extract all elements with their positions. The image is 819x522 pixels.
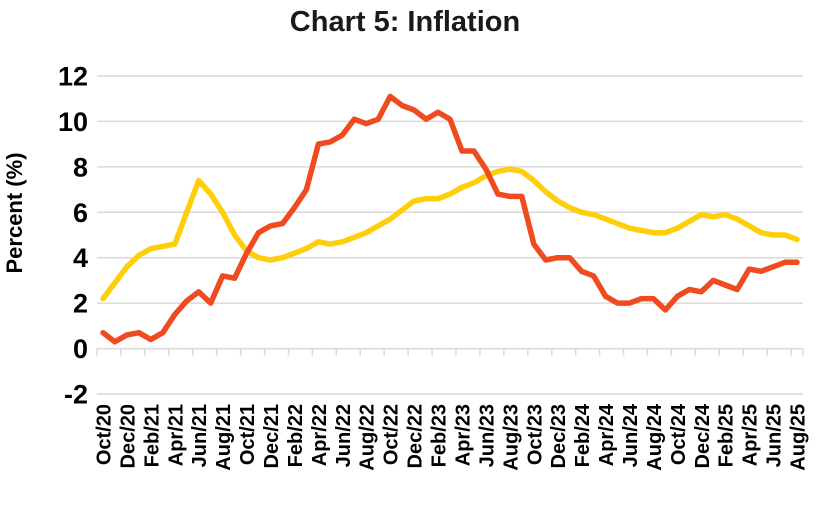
x-tick-label: Oct/23 (524, 404, 546, 465)
x-tick-label: Dec/21 (261, 404, 283, 469)
chart-title: Chart 5: Inflation (290, 6, 520, 38)
x-tick-label: Aug/23 (500, 404, 522, 471)
x-tick-label: Feb/23 (429, 404, 451, 467)
x-tick-label: Apr/24 (596, 403, 618, 466)
y-tick-label: 12 (58, 62, 88, 92)
x-tick-label: Jun/25 (764, 404, 786, 467)
x-tick-label: Oct/20 (93, 404, 115, 465)
x-tick-label: Oct/21 (237, 404, 259, 465)
x-tick-label: Dec/23 (548, 404, 570, 469)
x-tick-label: Dec/24 (692, 403, 714, 468)
x-tick-label: Aug/22 (357, 404, 379, 471)
x-tick-label: Jun/21 (189, 404, 211, 467)
y-tick-label: -2 (64, 380, 88, 410)
x-tick-label: Dec/22 (405, 404, 427, 469)
x-tick-label: Oct/22 (381, 404, 403, 465)
x-tick-label: Apr/21 (165, 404, 187, 466)
x-tick-label: Feb/25 (716, 404, 738, 467)
y-tick-label: 8 (73, 152, 88, 182)
x-tick-label: Apr/22 (309, 404, 331, 466)
x-tick-label: Jun/24 (620, 403, 642, 467)
x-tick-label: Aug/25 (788, 404, 810, 471)
x-tick-label: Dec/20 (117, 404, 139, 469)
x-tick-label: Aug/24 (644, 403, 666, 471)
x-tick-label: Apr/25 (740, 404, 762, 466)
y-axis-title: Percent (%) (2, 152, 27, 273)
x-tick-label: Oct/24 (668, 403, 690, 465)
x-tick-label: Jun/22 (333, 404, 355, 467)
x-tick-label: Jun/23 (476, 404, 498, 467)
x-tick-label: Feb/22 (285, 404, 307, 467)
y-tick-label: 2 (73, 289, 88, 319)
y-tick-label: 4 (73, 243, 88, 273)
y-tick-label: 6 (73, 198, 88, 228)
x-tick-label: Feb/21 (141, 404, 163, 467)
series-line-orange (100, 93, 800, 345)
series-line-yellow (100, 166, 800, 302)
y-tick-label: 0 (73, 334, 88, 364)
x-tick-label: Aug/21 (213, 404, 235, 471)
y-tick-label: 10 (58, 107, 88, 137)
x-tick-label: Feb/24 (572, 403, 594, 467)
x-tick-label: Apr/23 (452, 404, 474, 466)
